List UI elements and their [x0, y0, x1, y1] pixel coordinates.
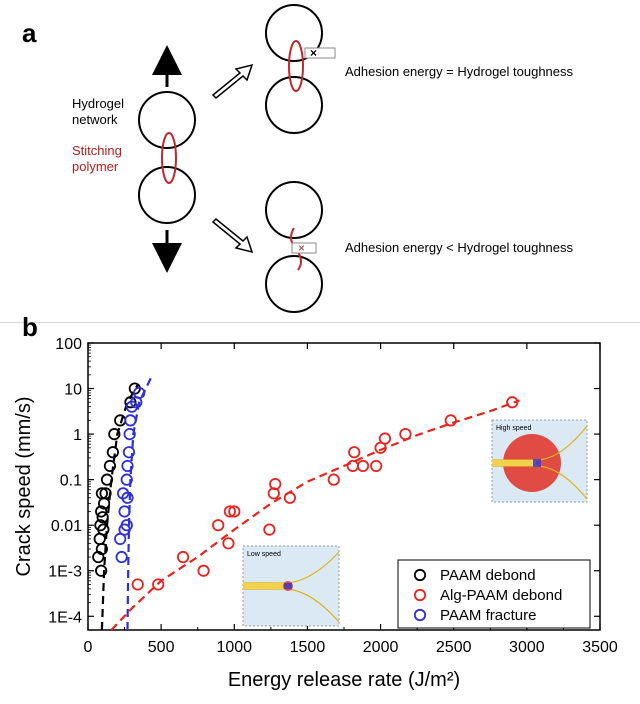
- y-axis-title: Crack speed (mm/s): [13, 396, 35, 576]
- panel-a-label: a: [22, 18, 37, 48]
- stitching-loop: [161, 132, 177, 184]
- paam-debond-point: [100, 473, 114, 486]
- x-tick-label: 500: [148, 639, 175, 656]
- x-tick-label: 2500: [436, 639, 472, 656]
- alg-paam-debond-point: [269, 477, 282, 491]
- alg-paam-debond-point: [356, 459, 370, 473]
- svg-text:×: ×: [310, 46, 317, 60]
- paam-fracture-point: [122, 446, 136, 459]
- y-tick-label: 1E-3: [48, 564, 82, 581]
- y-tick-label: 1E-4: [48, 609, 82, 626]
- hydrogel-label: Hydrogel network: [72, 96, 125, 127]
- inset-high-speed: High speed: [491, 419, 588, 503]
- alg-paam-debond-point: [444, 414, 457, 427]
- x-tick-label: 1000: [216, 639, 252, 656]
- paam-fracture-point: [120, 519, 133, 532]
- alg-paam-debond-point: [228, 505, 241, 518]
- panel-b-label: b: [22, 312, 38, 342]
- paam-debond-legend-label: PAAM debond: [440, 567, 536, 584]
- alg-paam-debond-point: [176, 550, 190, 564]
- hollow-arrow-down: [211, 217, 254, 254]
- x-tick-label: 3500: [582, 639, 618, 656]
- schematic-panel-a: a ×: [0, 0, 640, 322]
- alg-paam-debond-point: [263, 523, 276, 536]
- inset-low-speed: Low speed: [242, 545, 340, 627]
- paam-fracture-point: [124, 414, 137, 427]
- alg-paam-debond-point: [283, 491, 296, 504]
- alg-paam-debond-point: [346, 459, 359, 473]
- y-tick-label: 10: [64, 382, 82, 399]
- x-tick-label: 2000: [363, 639, 399, 656]
- hollow-arrow-up: [211, 63, 254, 100]
- legend-box: [397, 559, 591, 629]
- y-tick-label: 0.01: [51, 518, 82, 535]
- x-tick-label: 0: [84, 639, 93, 656]
- outcome-equal-label: Adhesion energy = Hydrogel toughness: [345, 64, 574, 79]
- hydrogel-pair-debond: ×: [265, 4, 336, 134]
- stitching-label: Stitching polymer: [72, 143, 122, 174]
- paam-fracture-point: [118, 505, 131, 518]
- paam-debond-legend-marker: [413, 568, 427, 582]
- alg-paam-debond-point: [131, 578, 144, 591]
- alg-paam-debond-legend-label: Alg-PAAM debond: [440, 587, 562, 604]
- alg-paam-debond-point: [222, 537, 235, 550]
- paam-debond-point: [103, 459, 117, 473]
- paam-debond-point: [114, 414, 127, 427]
- alg-paam-debond-point: [327, 473, 340, 486]
- inset-low-label: Low speed: [247, 551, 281, 558]
- alg-paam-debond-point: [197, 564, 210, 577]
- alg-paam-debond-point: [506, 396, 519, 409]
- outcome-less-label: Adhesion energy < Hydrogel toughness: [345, 240, 574, 255]
- svg-text:×: ×: [298, 241, 305, 255]
- paam-debond-point: [96, 511, 109, 524]
- paam-debond-point: [95, 564, 108, 577]
- paam-debond-point: [99, 487, 112, 500]
- paam-fracture-point: [133, 386, 146, 400]
- paam-fracture-point: [121, 459, 134, 473]
- y-tick-label: 0.1: [60, 473, 82, 490]
- paam-fracture-fit-line: [126, 374, 154, 631]
- paam-debond-point: [95, 487, 108, 500]
- paam-fracture-point: [117, 487, 130, 500]
- paam-fracture-point: [123, 427, 136, 441]
- alg-paam-debond-point: [152, 578, 165, 591]
- alg-paam-debond-point: [223, 505, 236, 518]
- paam-fracture-point: [115, 550, 128, 564]
- alg-paam-debond-point: [348, 446, 361, 459]
- alg-paam-debond-point: [399, 427, 412, 441]
- hydrogel-pair-fracture: ×: [265, 181, 323, 313]
- paam-fracture-point: [120, 473, 133, 486]
- paam-debond-point: [108, 427, 121, 441]
- paam-fracture-legend-marker: [413, 608, 427, 622]
- alg-paam-debond-legend-marker: [413, 588, 427, 602]
- alg-paam-debond-point: [212, 519, 225, 532]
- hydrogel-pair-initial: [138, 45, 196, 273]
- x-tick-label: 3000: [509, 639, 545, 656]
- paam-debond-point: [95, 505, 108, 518]
- inset-high-label: High speed: [496, 425, 532, 432]
- x-axis-title: Energy release rate (J/m²): [228, 669, 460, 691]
- alg-paam-debond-point: [378, 432, 392, 445]
- y-tick-label: 100: [55, 336, 82, 353]
- alg-paam-debond-point: [370, 459, 383, 473]
- adhesion-schematic: × ×: [138, 4, 336, 313]
- paam-debond-point: [94, 519, 107, 532]
- y-tick-label: 1: [73, 427, 82, 444]
- chart-panel-b: b: [0, 312, 640, 704]
- paam-fracture-legend-label: PAAM fracture: [440, 607, 536, 624]
- x-tick-label: 1500: [290, 639, 326, 656]
- paam-debond-point: [106, 446, 119, 459]
- panel-divider: [0, 322, 640, 323]
